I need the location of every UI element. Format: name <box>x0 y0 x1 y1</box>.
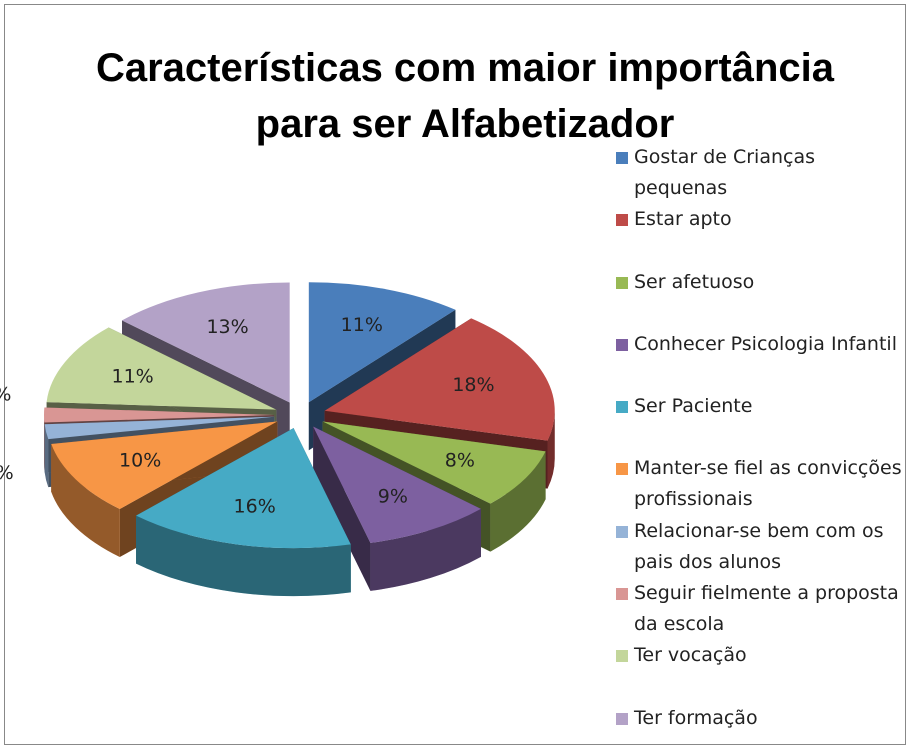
slice-top <box>44 407 274 423</box>
slice-shade <box>51 444 120 558</box>
legend-item: Ter vocação <box>612 640 912 702</box>
legend-item: Seguir fielmente a proposta da escola <box>612 578 912 640</box>
slice-top <box>313 426 481 543</box>
slice-shade <box>547 410 555 489</box>
data-label: 2% <box>0 462 14 484</box>
legend-item: Relacionar-se bem com os pais dos alunos <box>612 516 912 578</box>
legend-item: Ser Paciente <box>612 391 912 453</box>
slice-top <box>322 421 546 504</box>
legend-item: Estar apto <box>612 204 912 266</box>
chart-frame <box>4 4 906 745</box>
legend-swatch <box>616 525 628 538</box>
legend-label: Ser Paciente <box>634 395 753 418</box>
slice-shade <box>370 508 481 591</box>
legend-swatch <box>616 338 628 351</box>
chart-title: Características com maior importância pa… <box>95 46 835 146</box>
slice-shade <box>313 426 371 591</box>
slice <box>136 428 351 597</box>
slice-side <box>51 444 120 558</box>
legend-swatch <box>616 712 628 725</box>
legend-swatch <box>616 463 628 476</box>
slice-side <box>370 508 481 591</box>
slice-side <box>490 451 546 552</box>
data-label: 11% <box>111 366 153 388</box>
slice <box>313 426 481 591</box>
legend-label: Manter-se fiel as convicções profissiona… <box>634 457 902 511</box>
legend-item: Ter formação <box>612 703 912 749</box>
legend-item: Manter-se fiel as convicções profissiona… <box>612 453 912 515</box>
legend-swatch <box>616 152 628 164</box>
legend-label: Seguir fielmente a proposta da escola <box>634 582 899 636</box>
slice-top <box>136 428 351 549</box>
data-label: 10% <box>119 449 161 471</box>
legend-item: Gostar de Crianças pequenas <box>612 142 912 204</box>
slice-top <box>51 421 278 510</box>
data-label: 9% <box>378 485 408 507</box>
legend-label: Relacionar-se bem com os pais dos alunos <box>634 519 884 573</box>
legend-item: Ser afetuoso <box>612 267 912 329</box>
legend-swatch <box>616 276 628 289</box>
data-label: 11% <box>341 314 383 336</box>
slice-shade <box>136 515 351 597</box>
legend-label: Conhecer Psicologia Infantil <box>634 332 897 355</box>
slice-shade <box>44 424 49 488</box>
legend-item: Conhecer Psicologia Infantil <box>612 329 912 391</box>
data-label: 18% <box>452 374 494 396</box>
slice-side <box>44 424 49 488</box>
slice-shade <box>490 451 546 552</box>
data-label: 16% <box>234 496 276 518</box>
legend-label: Ser afetuoso <box>634 270 755 293</box>
data-label: 8% <box>445 449 475 471</box>
legend-label: Ter formação <box>634 706 758 729</box>
slice-top <box>308 282 456 403</box>
data-label: 13% <box>206 316 248 338</box>
legend-label: Estar apto <box>634 208 732 231</box>
slice-side <box>547 410 555 489</box>
data-label: 2% <box>0 384 11 406</box>
legend-swatch <box>616 650 628 663</box>
legend-swatch <box>616 588 628 601</box>
slice-top <box>44 416 275 440</box>
slice-side <box>136 515 351 597</box>
slice-top <box>46 327 277 410</box>
legend: Gostar de Crianças pequenas Estar apto Ser… <box>612 142 912 749</box>
slice-top <box>324 318 555 441</box>
legend-swatch <box>616 214 628 227</box>
legend-label: Ter vocação <box>634 644 747 667</box>
legend-swatch <box>616 401 628 414</box>
slice-top <box>122 282 290 403</box>
legend-label: Gostar de Crianças pequenas <box>634 146 816 199</box>
